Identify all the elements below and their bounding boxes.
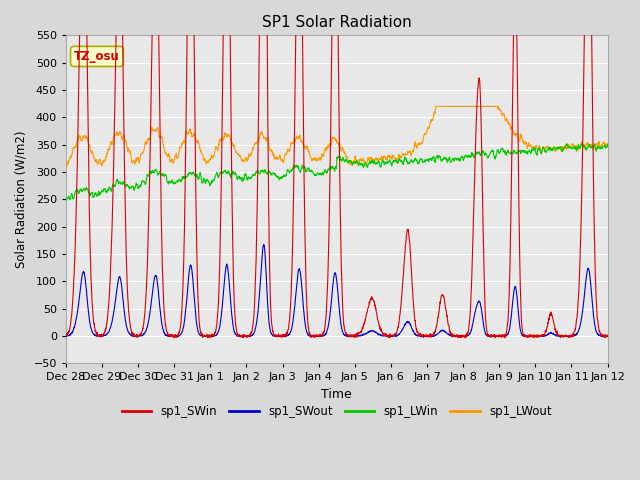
Title: SP1 Solar Radiation: SP1 Solar Radiation xyxy=(262,15,412,30)
Legend: sp1_SWin, sp1_SWout, sp1_LWin, sp1_LWout: sp1_SWin, sp1_SWout, sp1_LWin, sp1_LWout xyxy=(117,401,556,423)
X-axis label: Time: Time xyxy=(321,388,352,401)
Text: TZ_osu: TZ_osu xyxy=(74,50,120,63)
Y-axis label: Solar Radiation (W/m2): Solar Radiation (W/m2) xyxy=(15,131,28,268)
